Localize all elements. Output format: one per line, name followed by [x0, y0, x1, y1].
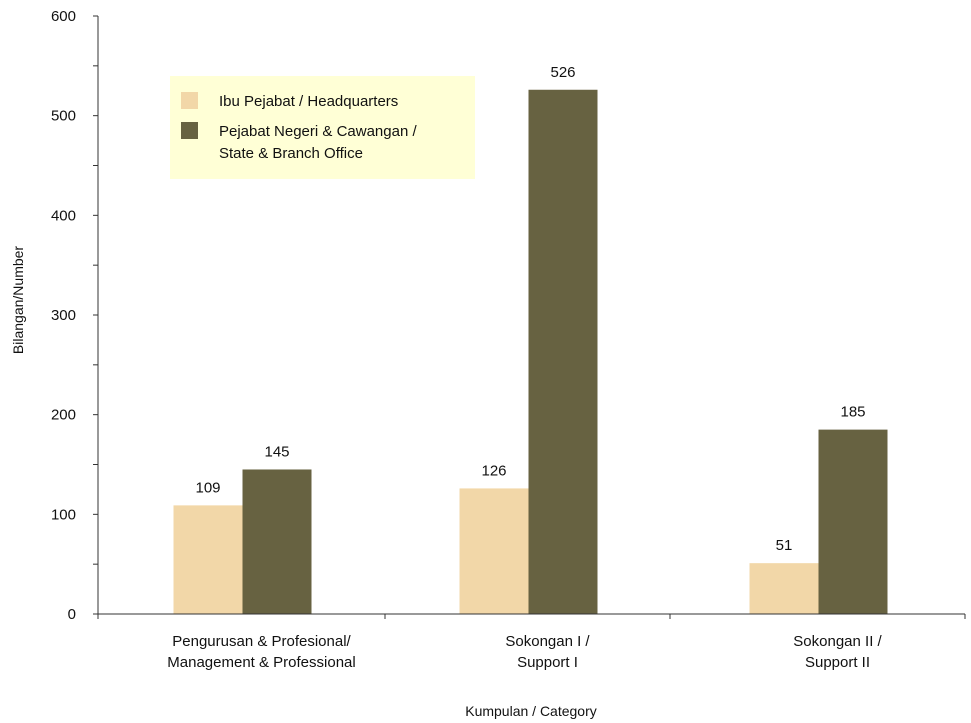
y-tick-label: 600	[51, 8, 76, 25]
bar-headquarters	[173, 505, 243, 614]
data-labels: 109 145 126 526 51 185	[195, 64, 865, 554]
category-labels: Pengurusan & Profesional/Management & Pr…	[167, 633, 882, 671]
category-label: Sokongan II /	[793, 633, 882, 650]
data-label: 185	[840, 404, 865, 421]
legend: Ibu Pejabat / Headquarters Pejabat Neger…	[170, 76, 475, 179]
category-label: Pengurusan & Profesional/	[172, 633, 351, 650]
bar-state-branch	[528, 89, 598, 614]
data-label: 145	[264, 443, 289, 460]
bar-state-branch	[818, 429, 888, 614]
y-tick-label: 300	[51, 307, 76, 324]
bar-headquarters	[749, 563, 819, 614]
y-axis-ticks: 0 100 200 300 400 500 600	[51, 8, 98, 623]
legend-swatch-headquarters	[181, 92, 198, 109]
y-tick-label: 200	[51, 407, 76, 424]
legend-label-state-branch-line-1: Pejabat Negeri & Cawangan /	[219, 123, 417, 140]
y-tick-label: 400	[51, 207, 76, 224]
data-label: 109	[195, 479, 220, 496]
bars	[173, 89, 888, 614]
category-label: Support I	[517, 654, 578, 671]
legend-swatch-state-branch	[181, 122, 198, 139]
x-axis-ticks	[97, 614, 966, 619]
category-label: Sokongan I /	[505, 633, 590, 650]
data-label: 526	[550, 64, 575, 81]
bar-state-branch	[242, 469, 312, 614]
y-tick-label: 500	[51, 108, 76, 125]
legend-label-headquarters: Ibu Pejabat / Headquarters	[219, 93, 398, 110]
y-tick-label: 100	[51, 506, 76, 523]
category-label: Management & Professional	[167, 654, 355, 671]
legend-label-state-branch-line-2: State & Branch Office	[219, 145, 363, 162]
y-axis-title: Bilangan/Number	[10, 246, 26, 355]
x-axis-title: Kumpulan / Category	[465, 703, 597, 719]
data-label: 126	[481, 462, 506, 479]
category-label: Support II	[805, 654, 870, 671]
bar-headquarters	[459, 488, 529, 614]
legend-background	[170, 76, 475, 179]
data-label: 51	[776, 537, 793, 554]
y-tick-label: 0	[68, 606, 76, 623]
